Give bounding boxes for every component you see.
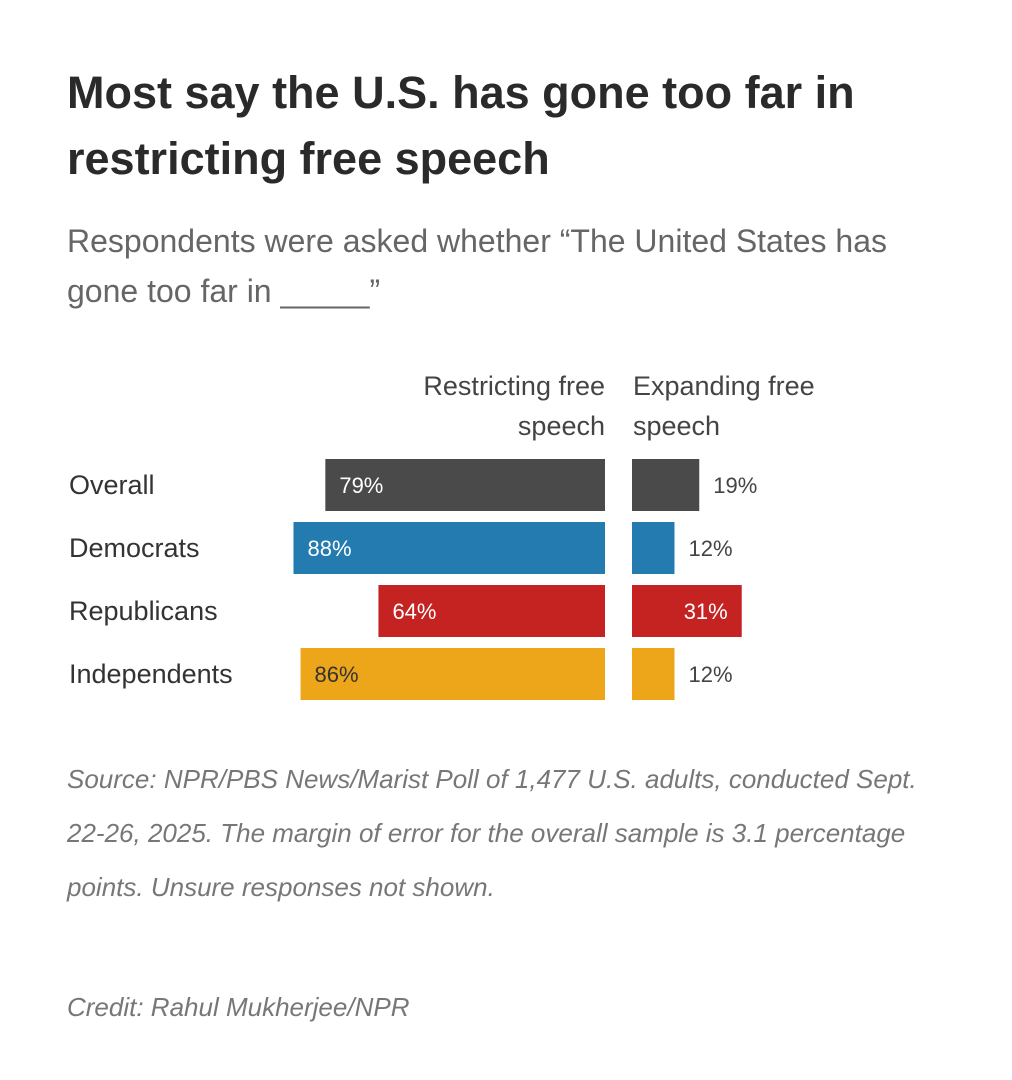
data-label-expanding: 19% <box>713 473 757 498</box>
column-header-expanding: Expanding free speech <box>633 371 815 441</box>
bar-restricting <box>293 522 605 574</box>
bar-expanding <box>632 648 675 700</box>
bar-chart: Overall 79% 19% Democrats 88% 12% Republicans 6… <box>69 459 757 700</box>
credit-note: Credit: Rahul Mukherjee/NPR <box>67 992 410 1022</box>
category-label: Overall <box>69 470 155 500</box>
category-label: Democrats <box>69 533 200 563</box>
bar-restricting <box>325 459 605 511</box>
bar-expanding <box>632 585 742 637</box>
source-note: Source: NPR/PBS News/Marist Poll of 1,47… <box>67 764 917 902</box>
data-label-expanding: 12% <box>688 536 732 561</box>
chart-title: Most say the U.S. has gone too far in re… <box>67 67 855 184</box>
category-label: Republicans <box>69 596 218 626</box>
column-header-restricting: Restricting free speech <box>423 371 605 441</box>
chart-subtitle: Respondents were asked whether “The Unit… <box>67 223 888 309</box>
data-label-expanding: 12% <box>688 662 732 687</box>
data-label-restricting: 86% <box>315 662 359 687</box>
category-label: Independents <box>69 659 233 689</box>
bar-expanding <box>632 522 675 574</box>
data-label-restricting: 88% <box>307 536 351 561</box>
bar-restricting <box>378 585 605 637</box>
bar-restricting <box>300 648 605 700</box>
bar-expanding <box>632 459 700 511</box>
data-label-expanding: 31% <box>684 599 728 624</box>
data-label-restricting: 79% <box>339 473 383 498</box>
data-label-restricting: 64% <box>392 599 436 624</box>
